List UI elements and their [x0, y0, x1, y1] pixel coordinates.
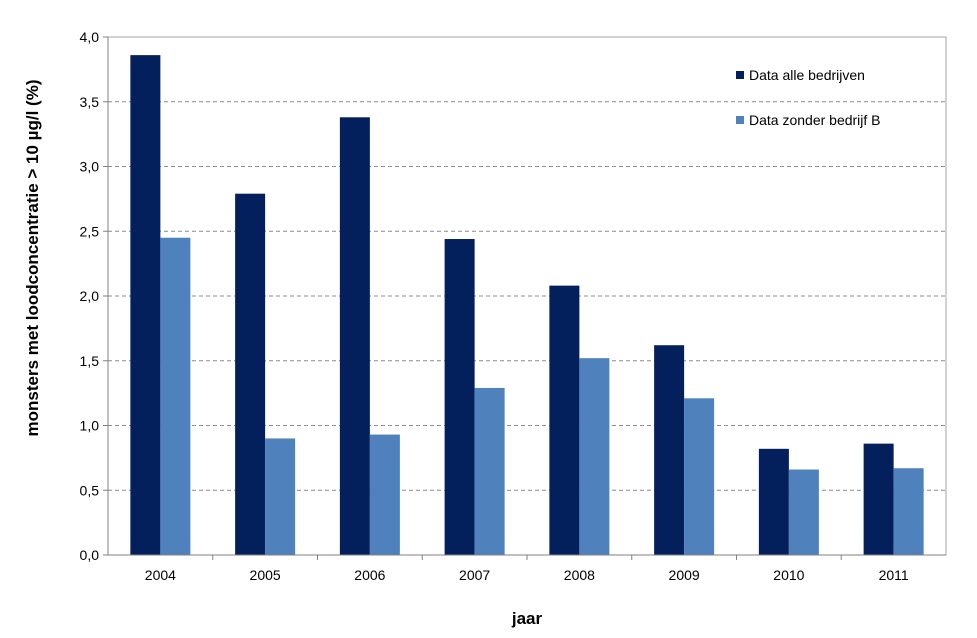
bar-zonder-bedrijf-b-2004	[160, 237, 191, 555]
y-tick-label: 3,0	[80, 159, 100, 175]
bar-zonder-bedrijf-b-2006	[369, 434, 400, 555]
x-tick-label: 2011	[879, 567, 909, 583]
y-tick-labels: 0,0 0,5 1,0 1,5 2,0 2,5 3,0 3,5 4,0	[80, 29, 100, 563]
legend-swatch	[736, 116, 744, 124]
x-tick-label: 2004	[145, 567, 176, 583]
bar-alle-bedrijven-2005	[235, 193, 266, 555]
bar-zonder-bedrijf-b-2007	[474, 387, 505, 555]
x-tick-label: 2006	[354, 567, 385, 583]
x-tick-label: 2010	[773, 567, 804, 583]
x-axis-title: jaar	[511, 609, 543, 628]
bar-alle-bedrijven-2006	[339, 117, 370, 555]
y-axis-title: monsters met loodconcentratie > 10 µg/l …	[23, 80, 42, 437]
bar-zonder-bedrijf-b-2011	[893, 468, 924, 555]
bars	[130, 55, 924, 555]
x-tick-label: 2005	[250, 567, 281, 583]
bar-zonder-bedrijf-b-2005	[265, 438, 296, 555]
legend-label: Data alle bedrijven	[749, 67, 865, 83]
x-tick-label: 2009	[669, 567, 700, 583]
y-tick-label: 1,0	[80, 418, 100, 434]
y-tick-label: 0,0	[80, 547, 100, 563]
bar-alle-bedrijven-2010	[758, 448, 789, 555]
bar-alle-bedrijven-2007	[444, 239, 475, 555]
bar-zonder-bedrijf-b-2009	[684, 398, 715, 555]
bar-alle-bedrijven-2011	[863, 443, 894, 555]
bar-alle-bedrijven-2004	[130, 55, 161, 555]
bar-alle-bedrijven-2009	[654, 345, 685, 555]
x-tick-labels: 2004 2005 2006 2007 2008 2009 2010 2011	[145, 567, 909, 583]
x-tick-label: 2007	[459, 567, 490, 583]
y-tick-label: 0,5	[80, 482, 100, 498]
y-tick-label: 2,0	[80, 288, 100, 304]
y-tick-label: 4,0	[80, 29, 100, 45]
y-tick-label: 3,5	[80, 94, 100, 110]
x-tick-label: 2008	[564, 567, 595, 583]
y-tick-label: 1,5	[80, 353, 100, 369]
bar-zonder-bedrijf-b-2010	[788, 469, 819, 555]
y-tick-label: 2,5	[80, 223, 100, 239]
gridlines	[103, 36, 946, 560]
legend-swatch	[736, 71, 744, 79]
bar-zonder-bedrijf-b-2008	[579, 358, 610, 555]
bar-alle-bedrijven-2008	[549, 285, 580, 555]
legend: Data alle bedrijven Data zonder bedrijf B	[736, 67, 881, 128]
legend-label: Data zonder bedrijf B	[749, 112, 881, 128]
